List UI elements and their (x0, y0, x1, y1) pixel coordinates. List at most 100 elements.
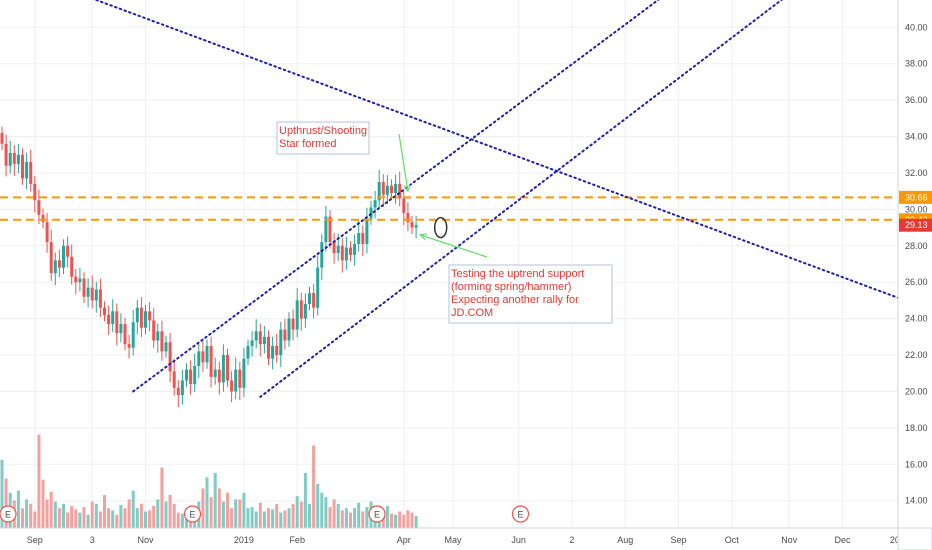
volume-bar (78, 512, 82, 528)
trendlines[interactable] (95, 0, 932, 398)
hammer-circle-marker[interactable] (433, 216, 448, 239)
earnings-label: E (517, 510, 523, 520)
annotation-arrowhead (418, 233, 428, 241)
candle-body (217, 369, 221, 383)
candle-body (201, 351, 205, 363)
volume-bar (176, 512, 180, 528)
candle-body (406, 213, 410, 223)
y-tick-label: 14.00 (905, 496, 928, 506)
volume-bar (41, 479, 45, 528)
candle-body (361, 233, 365, 244)
volume-bar (66, 512, 70, 528)
volume-bar (0, 459, 4, 528)
volume-bar (37, 434, 41, 528)
annotation-text: Expecting another rally for (451, 294, 579, 306)
candle-body (180, 380, 184, 396)
candle-body (98, 289, 102, 308)
candle-body (197, 351, 201, 366)
volume-bar (62, 503, 65, 528)
candle-body (103, 307, 106, 315)
annotation-box[interactable] (276, 121, 370, 155)
volume-bar (279, 512, 283, 528)
volume-bar (332, 499, 336, 528)
candle-body (336, 245, 340, 254)
y-tick-label: 18.00 (905, 423, 928, 433)
volume-bar (287, 508, 291, 528)
annotation-box[interactable] (448, 264, 613, 324)
volume-bar (98, 511, 102, 528)
candle-body (45, 222, 49, 243)
candle-body (160, 331, 164, 352)
volume-bar (349, 512, 352, 528)
annotation-arrow (398, 133, 409, 192)
annotation-text: Star formed (279, 138, 336, 150)
candle-body (365, 218, 369, 244)
annotation-arrow (420, 234, 488, 258)
price-badge-label: 29.13 (905, 220, 928, 230)
candle-body (74, 276, 78, 283)
y-tick-label: 16.00 (905, 459, 928, 469)
volume-bar (160, 467, 164, 528)
candle-body (168, 342, 172, 372)
time-axis-background (0, 528, 898, 550)
volume-bar (135, 508, 139, 528)
volume-bar (139, 503, 143, 528)
earnings-icon[interactable] (368, 505, 386, 523)
trendline-lower-channel[interactable] (259, 0, 793, 398)
volume-bar (86, 514, 90, 528)
trendline-downtrend[interactable] (95, 0, 932, 326)
candle-body (209, 345, 213, 377)
candle-body (271, 345, 275, 359)
candle-body (320, 242, 324, 268)
volume-bar (283, 510, 287, 528)
earnings-label: E (5, 510, 11, 520)
earnings-icon[interactable] (511, 505, 530, 523)
annotation-text: Testing the uptrend support (451, 268, 584, 280)
earnings-icon[interactable] (0, 505, 17, 523)
candle-body (381, 182, 385, 195)
volume-bar (328, 507, 332, 528)
y-tick-label: 38.00 (905, 59, 928, 69)
horizontal-levels[interactable] (0, 196, 897, 221)
candle-body (0, 132, 4, 144)
candle-body (41, 214, 45, 223)
candle-body (349, 247, 352, 255)
y-tick-label: 20.00 (905, 386, 928, 396)
candle-body (353, 243, 357, 255)
volume-bar (4, 478, 8, 528)
y-tick-label: 36.00 (905, 95, 928, 105)
candle-body (262, 336, 266, 345)
candle-body (324, 216, 328, 243)
volume-bar (398, 511, 402, 528)
volume-bar (336, 503, 340, 528)
volume-bar (361, 511, 365, 528)
volume-bar (230, 508, 234, 528)
candle-body (57, 260, 61, 268)
candle-body (66, 245, 70, 257)
volume-bar (70, 506, 74, 528)
volume-bar (144, 511, 147, 528)
x-tick-label: 2019 (234, 535, 254, 545)
earnings-icon[interactable] (183, 505, 202, 523)
x-tick-label: 2 (569, 535, 574, 545)
volume-bar (324, 497, 328, 528)
candle-body (385, 185, 389, 195)
candle-body (238, 369, 242, 388)
volume-bar (406, 510, 410, 528)
trendline-upper-channel[interactable] (132, 0, 670, 393)
candle-body (316, 267, 320, 308)
volume-bar (111, 510, 115, 528)
volume-bar (344, 508, 348, 528)
candle-body (185, 369, 188, 381)
candle-body (12, 152, 16, 164)
price-badge[interactable] (899, 190, 932, 204)
x-tick-label: Apr (397, 535, 411, 545)
candle-body (234, 369, 238, 392)
volume-bar (390, 513, 393, 528)
price-badge[interactable] (899, 218, 932, 232)
annotation-text: (forming spring/hammer) (451, 281, 571, 293)
volume-bar (180, 513, 184, 528)
